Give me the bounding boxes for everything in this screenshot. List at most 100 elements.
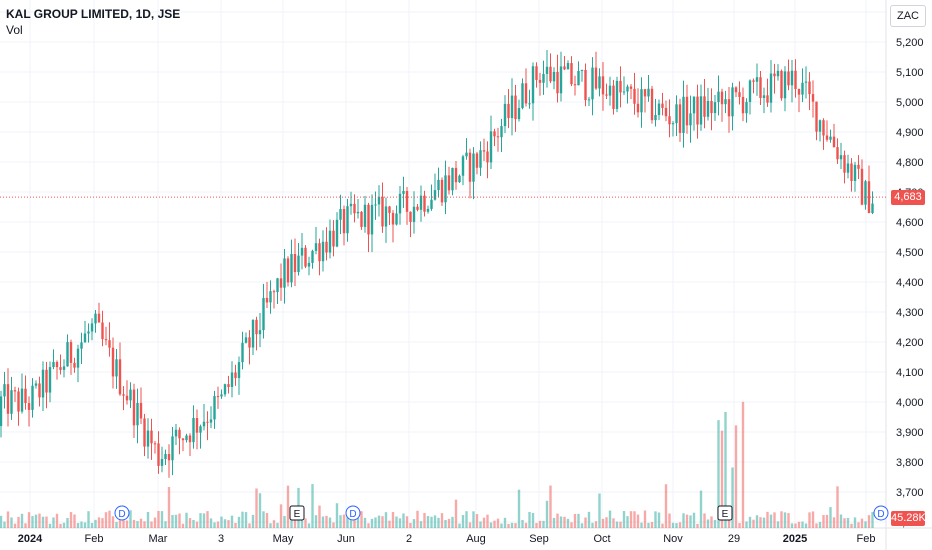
candle-body xyxy=(622,91,626,93)
candle-body xyxy=(227,384,230,387)
volume-bar xyxy=(685,514,689,528)
volume-bar xyxy=(230,515,234,528)
candle-body xyxy=(825,135,829,140)
candle-body xyxy=(24,388,27,404)
candle-body xyxy=(706,100,710,117)
volume-bar xyxy=(153,517,157,528)
volume-indicator-label[interactable]: Vol xyxy=(6,23,23,37)
candle-body xyxy=(787,71,790,86)
volume-bar xyxy=(752,519,755,528)
candle-body xyxy=(265,297,269,303)
candle-body xyxy=(465,152,468,157)
volume-bar xyxy=(101,518,104,528)
candle-body xyxy=(461,156,465,176)
candle-body xyxy=(181,438,185,441)
volume-bar xyxy=(24,523,27,528)
candle-body xyxy=(283,258,286,288)
volume-bar xyxy=(496,518,500,528)
candle-body xyxy=(167,454,171,461)
volume-bar xyxy=(13,523,17,528)
volume-bar xyxy=(118,517,122,528)
volume-bar xyxy=(244,512,248,528)
candle-body xyxy=(437,179,440,191)
volume-bar xyxy=(31,516,34,528)
volume-bar xyxy=(559,516,563,528)
x-tick-label: May xyxy=(273,533,294,545)
volume-bar xyxy=(241,511,244,528)
symbol-title[interactable]: KAL GROUP LIMITED, 1D, JSE xyxy=(6,7,181,21)
currency-button[interactable]: ZAC xyxy=(890,5,926,27)
candle-body xyxy=(531,66,535,104)
candle-body xyxy=(846,163,850,173)
volume-bar xyxy=(125,520,129,528)
candle-body xyxy=(475,153,479,168)
candle-body xyxy=(307,262,311,267)
candle-body xyxy=(503,103,507,127)
volume-bar xyxy=(580,523,584,528)
volume-bar xyxy=(692,512,696,528)
candle-body xyxy=(514,95,517,120)
volume-bar xyxy=(108,510,111,528)
candle-body xyxy=(549,66,552,82)
volume-bar xyxy=(584,517,587,528)
volume-bar xyxy=(783,512,787,528)
volume-bar xyxy=(454,499,458,528)
candle-body xyxy=(55,361,59,368)
candle-body xyxy=(769,73,773,103)
candle-body xyxy=(45,369,48,393)
candle-body xyxy=(580,69,584,71)
volume-bar xyxy=(636,514,640,528)
candle-body xyxy=(0,396,3,426)
candle-body xyxy=(724,99,727,105)
volume-bar xyxy=(647,522,650,528)
candle-body xyxy=(615,80,619,109)
candle-body xyxy=(87,331,90,334)
volume-bar xyxy=(384,512,388,528)
volume-bar xyxy=(864,521,867,528)
volume-bar xyxy=(857,522,860,528)
volume-bar xyxy=(524,522,528,528)
candle-body xyxy=(731,87,734,117)
candle-body xyxy=(48,367,52,393)
volume-bar xyxy=(213,522,216,528)
candle-body xyxy=(657,103,661,116)
candle-body xyxy=(195,417,199,433)
candle-body xyxy=(605,94,608,96)
volume-bar xyxy=(409,522,412,528)
candle-body xyxy=(384,206,388,227)
volume-bar xyxy=(181,523,185,528)
candle-body xyxy=(636,103,640,113)
candle-body xyxy=(419,195,423,210)
volume-bar xyxy=(573,513,577,528)
candle-body xyxy=(244,337,248,343)
candle-body xyxy=(377,196,381,205)
volume-bar xyxy=(90,522,94,528)
candle-body xyxy=(573,84,577,86)
volume-bar xyxy=(255,488,258,528)
volume-bar xyxy=(202,513,206,528)
volume-bar xyxy=(598,493,601,528)
volume-bar xyxy=(601,518,605,528)
candle-body xyxy=(325,241,328,253)
candle-body xyxy=(808,81,811,95)
candle-body xyxy=(290,254,293,283)
candle-body xyxy=(535,66,538,80)
volume-bar xyxy=(3,521,6,528)
candle-body xyxy=(339,209,342,220)
volume-bar xyxy=(192,519,195,528)
volume-bar xyxy=(699,490,703,528)
candle-body xyxy=(489,131,493,163)
volume-bar xyxy=(773,512,776,528)
volume-bar xyxy=(482,517,486,528)
candle-body xyxy=(314,243,318,251)
volume-bar xyxy=(790,523,794,528)
volume-bar xyxy=(300,518,304,528)
volume-bar xyxy=(507,523,510,528)
volume-bar xyxy=(66,517,69,528)
volume-bar xyxy=(143,521,146,528)
candle-body xyxy=(822,120,825,136)
y-tick-label: 4,400 xyxy=(896,277,924,289)
candle-body xyxy=(734,87,738,93)
candle-body xyxy=(710,100,713,114)
